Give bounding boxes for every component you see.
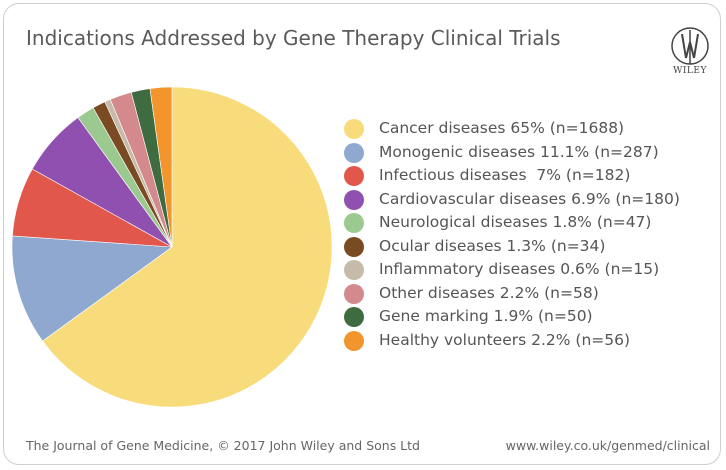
logo-wordmark: WILEY bbox=[673, 66, 707, 76]
pie-slice-0 bbox=[42, 86, 333, 408]
chart-title: Indications Addressed by Gene Therapy Cl… bbox=[26, 26, 561, 50]
pie-slice-9 bbox=[149, 86, 173, 248]
legend-swatch bbox=[344, 213, 364, 233]
pie-slice-1 bbox=[11, 235, 173, 342]
legend-swatch bbox=[344, 260, 364, 280]
legend-label: Cancer diseases 65% (n=1688) bbox=[379, 119, 625, 137]
pie-chart bbox=[11, 86, 333, 408]
legend-swatch bbox=[344, 166, 364, 186]
wiley-logo-icon bbox=[671, 27, 709, 65]
legend-swatch bbox=[344, 189, 364, 210]
legend-label: Other diseases 2.2% (n=58) bbox=[379, 283, 599, 302]
footer-url: www.wiley.co.uk/genmed/clinical bbox=[505, 438, 710, 453]
footer-copyright: The Journal of Gene Medicine, © 2017 Joh… bbox=[26, 438, 420, 453]
legend-label: Inflammatory diseases 0.6% (n=15) bbox=[379, 260, 660, 278]
legend-swatch bbox=[344, 142, 364, 163]
legend-label: Neurological diseases 1.8% (n=47) bbox=[379, 213, 652, 231]
legend-label: Gene marking 1.9% (n=50) bbox=[379, 307, 593, 325]
legend-swatch bbox=[344, 330, 364, 351]
legend-swatch bbox=[344, 236, 364, 257]
legend-label: Infectious diseases 7% (n=182) bbox=[379, 166, 631, 184]
legend-label: Cardiovascular diseases 6.9% (n=180) bbox=[379, 189, 680, 208]
legend-swatch bbox=[344, 283, 364, 304]
legend-swatch bbox=[344, 119, 364, 139]
legend-label: Monogenic diseases 11.1% (n=287) bbox=[379, 142, 659, 161]
legend-label: Healthy volunteers 2.2% (n=56) bbox=[379, 330, 631, 349]
legend-label: Ocular diseases 1.3% (n=34) bbox=[379, 236, 606, 255]
legend-swatch bbox=[344, 307, 364, 327]
